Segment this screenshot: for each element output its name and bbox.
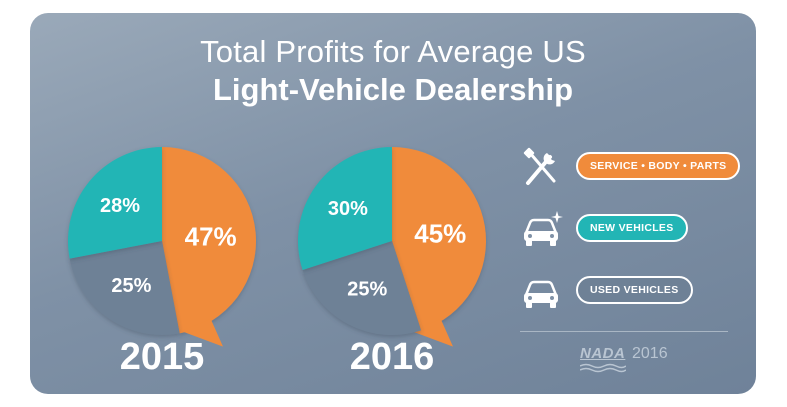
year-label-2015: 2015 bbox=[119, 336, 205, 378]
chart-title: Total Profits for Average US Light-Vehic… bbox=[30, 33, 756, 109]
bubble-tail-2016 bbox=[411, 319, 453, 347]
legend-pill-service: SERVICE • BODY • PARTS bbox=[576, 152, 741, 180]
slice-label-used-2016: 25% bbox=[347, 279, 387, 301]
legend-pill-used: USED VEHICLES bbox=[576, 276, 693, 304]
legend-pill-new: NEW VEHICLES bbox=[576, 214, 688, 242]
slice-label-new-2015: 28% bbox=[100, 195, 140, 217]
source-year: 2016 bbox=[632, 345, 668, 362]
pie-slice-used-2016 bbox=[302, 241, 422, 335]
legend-item-new: NEW VEHICLES bbox=[520, 209, 732, 249]
divider-line bbox=[520, 331, 728, 332]
nada-logo: NADA bbox=[580, 345, 626, 362]
pie-slice-service-2015 bbox=[162, 147, 256, 334]
slice-label-new-2016: 30% bbox=[328, 198, 368, 220]
title-line-2: Light-Vehicle Dealership bbox=[212, 72, 574, 107]
slice-label-service-2015: 47% bbox=[185, 221, 237, 251]
pie-charts: 47% 25% 28% 45% 25% 30% bbox=[68, 147, 486, 347]
pie-slice-used-2015 bbox=[69, 241, 180, 335]
year-label-2016: 2016 bbox=[349, 336, 435, 378]
pie-slice-new-2015 bbox=[68, 147, 162, 259]
legend-item-used: USED VEHICLES bbox=[520, 271, 732, 311]
pie-slice-new-2016 bbox=[297, 147, 392, 271]
bubble-tail-2015 bbox=[181, 319, 223, 347]
infographic-card: Total Profits for Average US Light-Vehic… bbox=[30, 13, 756, 394]
pie-chart-2016: 45% 25% 30% bbox=[297, 147, 486, 347]
title-line-1: Total Profits for Average US bbox=[200, 34, 586, 69]
slice-label-service-2016: 45% bbox=[414, 218, 466, 248]
legend-item-service: SERVICE • BODY • PARTS bbox=[520, 147, 741, 187]
pie-slice-service-2016 bbox=[392, 147, 486, 331]
nada-waves-icon bbox=[580, 363, 626, 373]
wrench-screwdriver-icon bbox=[523, 147, 556, 185]
new-car-icon bbox=[524, 211, 563, 246]
pie-chart-2015: 47% 25% 28% bbox=[68, 147, 256, 347]
used-car-icon bbox=[524, 280, 558, 308]
slice-label-used-2015: 25% bbox=[111, 275, 151, 297]
